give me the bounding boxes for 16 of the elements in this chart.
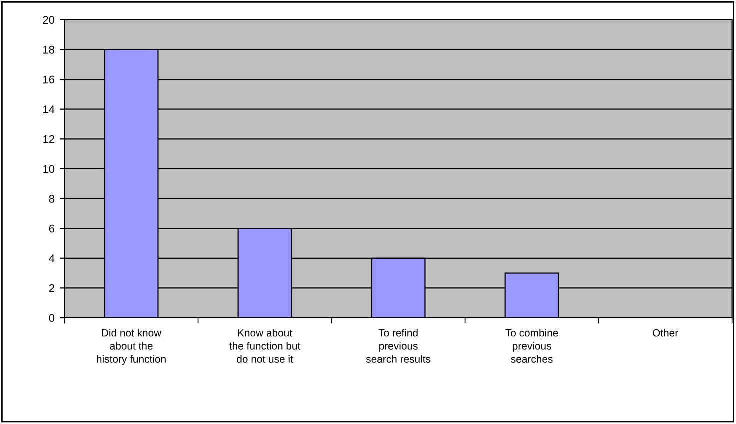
y-tick-label: 18 [44,46,55,54]
y-tick-label: 0 [49,314,55,322]
y-tick-label: 8 [49,195,55,203]
x-tick-label: Other [653,329,678,337]
y-tick-label: 6 [49,224,55,233]
x-tick-label: Did not know about the history function [97,329,166,366]
x-tick-label: To combine previous searches [506,329,558,363]
y-tick-label: 12 [44,135,54,144]
y-tick-label: 4 [49,254,55,262]
y-tick-label: 14 [44,106,55,114]
y-tick-label: 16 [44,76,55,84]
y-tick-label: 10 [44,165,55,174]
x-tick-label: To refind previous search results [366,329,431,363]
x-tick-label: Know about the function but do not use it [230,329,301,363]
y-tick-label: 2 [49,284,54,292]
y-tick-label: 20 [43,16,55,24]
